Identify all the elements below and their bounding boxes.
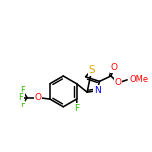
Text: O: O [111, 63, 118, 72]
Text: F: F [20, 86, 25, 95]
Text: S: S [88, 65, 95, 75]
Text: O: O [114, 78, 121, 87]
Text: O: O [34, 93, 41, 102]
Text: F: F [75, 104, 80, 113]
Text: N: N [94, 86, 100, 95]
Text: F: F [19, 93, 23, 102]
Text: OMe: OMe [130, 75, 149, 84]
Text: F: F [20, 100, 25, 109]
